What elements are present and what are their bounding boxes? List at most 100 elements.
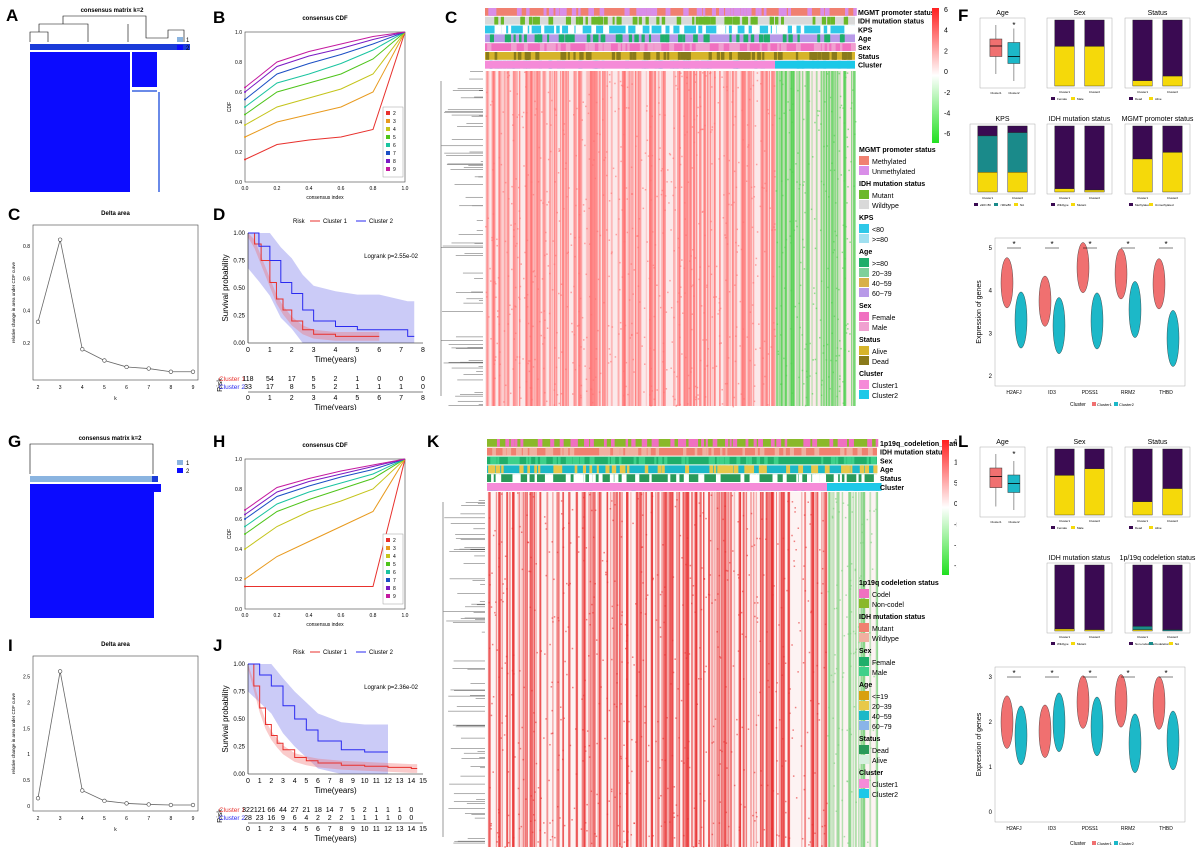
heatmap-cell — [822, 809, 825, 812]
legend-label: Female — [1057, 526, 1067, 530]
heatmap-cell — [681, 155, 683, 158]
track-segment — [711, 8, 717, 16]
heatmap-cell — [816, 713, 819, 715]
heatmap-column — [799, 71, 801, 406]
heatmap-column — [854, 492, 857, 847]
heatmap-cell — [564, 660, 566, 663]
heatmap-cell — [494, 377, 496, 380]
dendrogram-a — [29, 15, 185, 42]
heatmap-cell — [507, 76, 509, 79]
heatmap-cell — [496, 316, 499, 318]
risk-x-tick: 3 — [281, 826, 285, 833]
heatmap-cell — [667, 169, 669, 171]
stacked-segment — [1007, 125, 1028, 133]
heatmap-cell — [737, 650, 740, 652]
track-segment — [755, 474, 760, 482]
heatmap-cell — [500, 599, 502, 601]
heatmap-column — [844, 71, 847, 406]
track-segment — [661, 25, 666, 34]
heatmap-cell — [835, 501, 838, 503]
heatmap-column — [551, 71, 553, 406]
heatmap-cell — [774, 335, 776, 337]
heatmap-cell — [803, 775, 806, 777]
heatmap-cell — [659, 306, 662, 309]
track-segment — [778, 8, 784, 16]
heatmap-column — [645, 71, 647, 406]
track-segment — [560, 447, 563, 456]
heatmap-cell — [622, 85, 624, 87]
heatmap-cell — [526, 239, 529, 242]
heatmap-cell — [546, 400, 548, 403]
heatmap-cell — [807, 501, 809, 503]
heatmap-cell — [762, 357, 764, 359]
heatmap-cell — [846, 202, 848, 204]
heatmap-cell — [568, 100, 571, 102]
heatmap-column — [693, 71, 696, 406]
track-segment — [729, 52, 732, 60]
risk-value: 0 — [409, 815, 413, 822]
heatmap-cell — [800, 261, 802, 264]
heatmap-cell — [507, 672, 509, 675]
heatmap-cell — [789, 109, 791, 111]
heatmap-cell — [810, 610, 813, 613]
track-segment — [553, 456, 557, 465]
track-segment — [735, 43, 740, 51]
stacked-segment — [1084, 468, 1105, 516]
gene-label: RRM2 — [1121, 826, 1135, 832]
heatmap-cell — [839, 375, 841, 377]
track-segment — [831, 43, 836, 51]
stacked-segment — [1084, 629, 1105, 632]
heatmap-cell — [511, 202, 513, 205]
heatmap-column — [746, 71, 749, 406]
heatmap-cell — [833, 240, 835, 243]
heatmap-cell — [680, 699, 683, 702]
heatmap-cell — [575, 728, 577, 730]
legend-swatch — [1149, 203, 1153, 206]
track-segment — [638, 456, 643, 465]
heatmap-column — [782, 71, 784, 406]
y-tick-label: 1.00 — [233, 662, 245, 668]
heatmap-cell — [612, 519, 614, 522]
legend-group-title: Age — [859, 682, 872, 689]
track-segment — [569, 447, 575, 456]
heatmap-cell — [503, 330, 506, 332]
heatmap-cell — [543, 367, 545, 370]
heatmap-cell — [486, 91, 488, 94]
heatmap-cell — [626, 839, 629, 842]
heatmap-cell — [676, 301, 679, 303]
heatmap-column — [497, 492, 501, 847]
heatmap-column — [761, 492, 763, 847]
heatmap-cell — [806, 731, 809, 734]
heatmap-column — [553, 71, 555, 406]
track-segment — [867, 447, 873, 456]
color-scale-label: -15 — [954, 563, 957, 570]
heatmap-cell — [795, 549, 797, 551]
heatmap-cell — [803, 246, 805, 249]
heatmap-column — [573, 71, 576, 406]
heatmap-cell — [773, 328, 776, 331]
heatmap-cell — [848, 169, 850, 172]
heatmap-cell — [839, 116, 841, 119]
heatmap-cell — [603, 301, 605, 304]
heatmap-cell — [784, 800, 787, 803]
x-tick-label: 9 — [192, 385, 195, 391]
track-segment — [695, 25, 699, 34]
survival-chart-j: Risk Cluster 1 Cluster 20.000.250.500.751.… — [217, 650, 427, 843]
track-segment — [650, 43, 654, 51]
heatmap-cell — [764, 182, 766, 185]
track-segment — [680, 25, 685, 34]
track-segment — [643, 439, 648, 447]
x-tick-label: 8 — [339, 778, 343, 785]
track-segment — [829, 439, 834, 447]
heatmap-cell — [620, 84, 623, 87]
heatmap-cell — [531, 831, 534, 834]
heatmap-cell — [606, 229, 608, 231]
heatmap-cell — [623, 370, 625, 373]
violin-legend-label: Cluster2 — [1119, 402, 1135, 407]
heatmap-cell — [497, 808, 500, 811]
heatmap-cell — [514, 245, 517, 247]
heatmap-cell — [643, 307, 646, 309]
heatmap-column — [703, 492, 705, 847]
heatmap-cell — [563, 133, 566, 136]
heatmap-cell — [719, 307, 722, 310]
